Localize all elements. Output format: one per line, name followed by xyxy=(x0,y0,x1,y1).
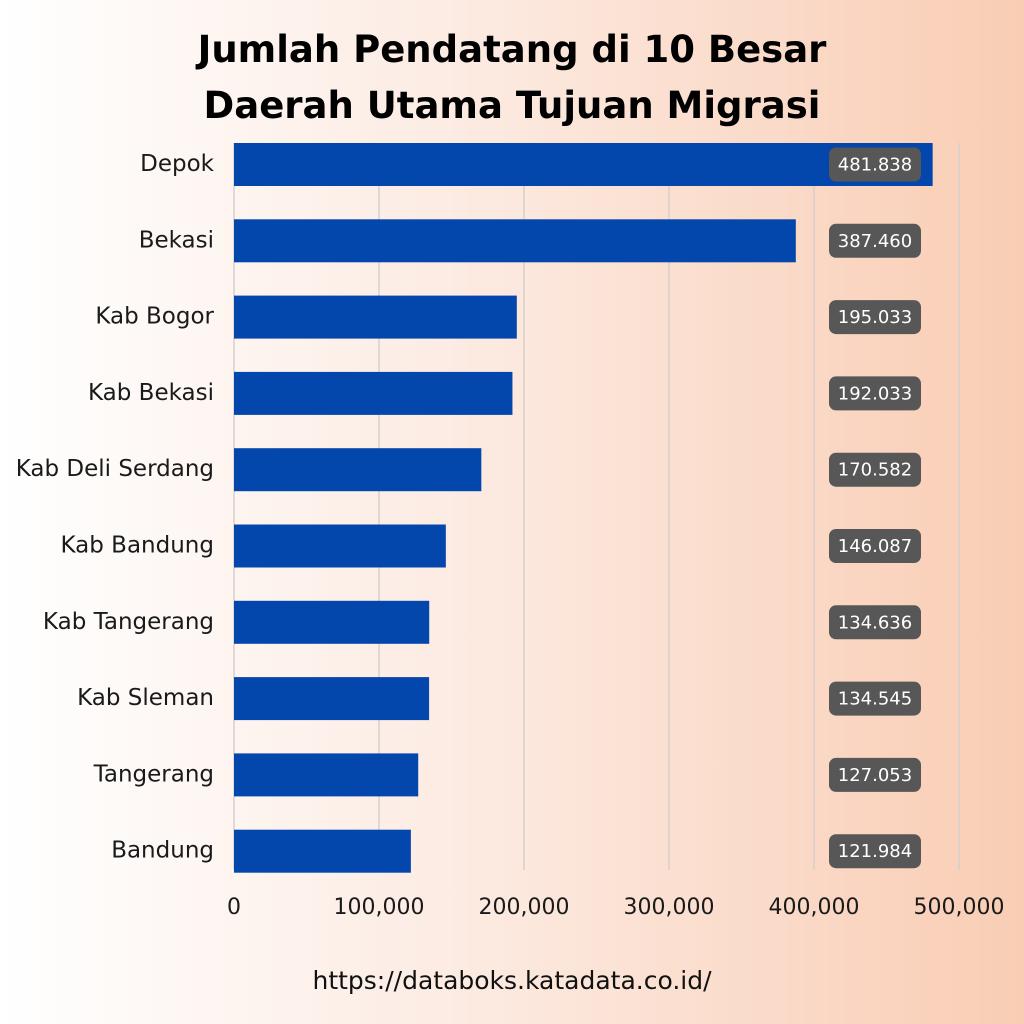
value-label: 387.460 xyxy=(829,223,921,258)
value-label-box xyxy=(829,300,921,335)
value-label-text: 387.460 xyxy=(838,231,912,252)
value-label-text: 127.053 xyxy=(838,765,912,786)
chart-title-line-2: Daerah Utama Tujuan Migrasi xyxy=(203,84,821,127)
value-label-box xyxy=(829,452,921,487)
value-label: 134.545 xyxy=(829,681,921,716)
category-labels: Depok Bekasi Kab Bogor Kab Bekasi Kab Deli S… xyxy=(16,151,215,864)
bar xyxy=(234,295,517,339)
chart-title: Jumlah Pendatang di 10 Besar Daerah Utam… xyxy=(0,22,1024,134)
category-label: Depok xyxy=(140,151,215,177)
value-label-text: 146.087 xyxy=(838,536,912,557)
category-label: Kab Sleman xyxy=(77,685,214,711)
x-tick-label: 400,000 xyxy=(769,895,860,920)
bar xyxy=(234,143,933,186)
value-label-box xyxy=(829,605,921,640)
category-label: Kab Bandung xyxy=(61,533,215,559)
bars xyxy=(234,143,933,873)
category-label: Kab Tangerang xyxy=(43,609,214,635)
value-label: 127.053 xyxy=(829,757,921,792)
bar xyxy=(234,219,796,263)
chart-title-line-1: Jumlah Pendatang di 10 Besar xyxy=(197,28,827,71)
bar xyxy=(234,753,419,797)
bar xyxy=(234,524,446,568)
category-label: Tangerang xyxy=(93,761,214,787)
bar-chart: Depok Bekasi Kab Bogor Kab Bekasi Kab Deli S… xyxy=(16,143,1004,920)
bar xyxy=(234,677,430,721)
value-label-text: 195.033 xyxy=(838,307,912,328)
x-tick-label: 0 xyxy=(227,895,241,920)
value-labels: 481.838 387.460 195.033 192.033 170.582 146.0… xyxy=(829,147,921,869)
bar xyxy=(234,448,482,492)
value-label: 146.087 xyxy=(829,529,921,563)
value-label-text: 134.545 xyxy=(838,689,912,710)
category-label: Bandung xyxy=(111,838,214,864)
x-tick-label: 300,000 xyxy=(624,895,715,920)
value-label-box xyxy=(829,223,921,258)
value-label-text: 170.582 xyxy=(838,460,912,481)
x-tick-label: 200,000 xyxy=(479,895,570,920)
x-tick-label: 500,000 xyxy=(914,895,1005,920)
value-label-box xyxy=(829,376,921,411)
value-label: 192.033 xyxy=(829,376,921,411)
value-label: 481.838 xyxy=(829,147,921,182)
value-label: 195.033 xyxy=(829,300,921,335)
value-label-text: 481.838 xyxy=(838,155,912,176)
x-tick-label: 100,000 xyxy=(334,895,425,920)
category-label: Kab Deli Serdang xyxy=(16,456,214,482)
bar xyxy=(234,829,411,873)
value-label: 170.582 xyxy=(829,452,921,487)
value-label-box xyxy=(829,529,921,563)
value-label-box xyxy=(829,834,921,869)
source-url[interactable]: https://databoks.katadata.co.id/ xyxy=(312,966,712,995)
value-label-text: 134.636 xyxy=(838,612,912,633)
bar xyxy=(234,600,430,644)
x-axis-tick-labels: 0 100,000 200,000 300,000 400,000 500,000 xyxy=(227,895,1004,920)
value-label-box xyxy=(829,757,921,792)
grid-lines xyxy=(233,143,960,870)
value-label-box xyxy=(829,681,921,716)
value-label-box xyxy=(829,147,921,182)
category-label: Bekasi xyxy=(139,227,214,253)
value-label-text: 121.984 xyxy=(838,841,912,862)
bar xyxy=(234,371,513,415)
value-label: 121.984 xyxy=(829,834,921,869)
value-label-text: 192.033 xyxy=(838,383,912,404)
value-label: 134.636 xyxy=(829,605,921,640)
category-label: Kab Bekasi xyxy=(88,380,214,406)
category-label: Kab Bogor xyxy=(95,304,214,330)
